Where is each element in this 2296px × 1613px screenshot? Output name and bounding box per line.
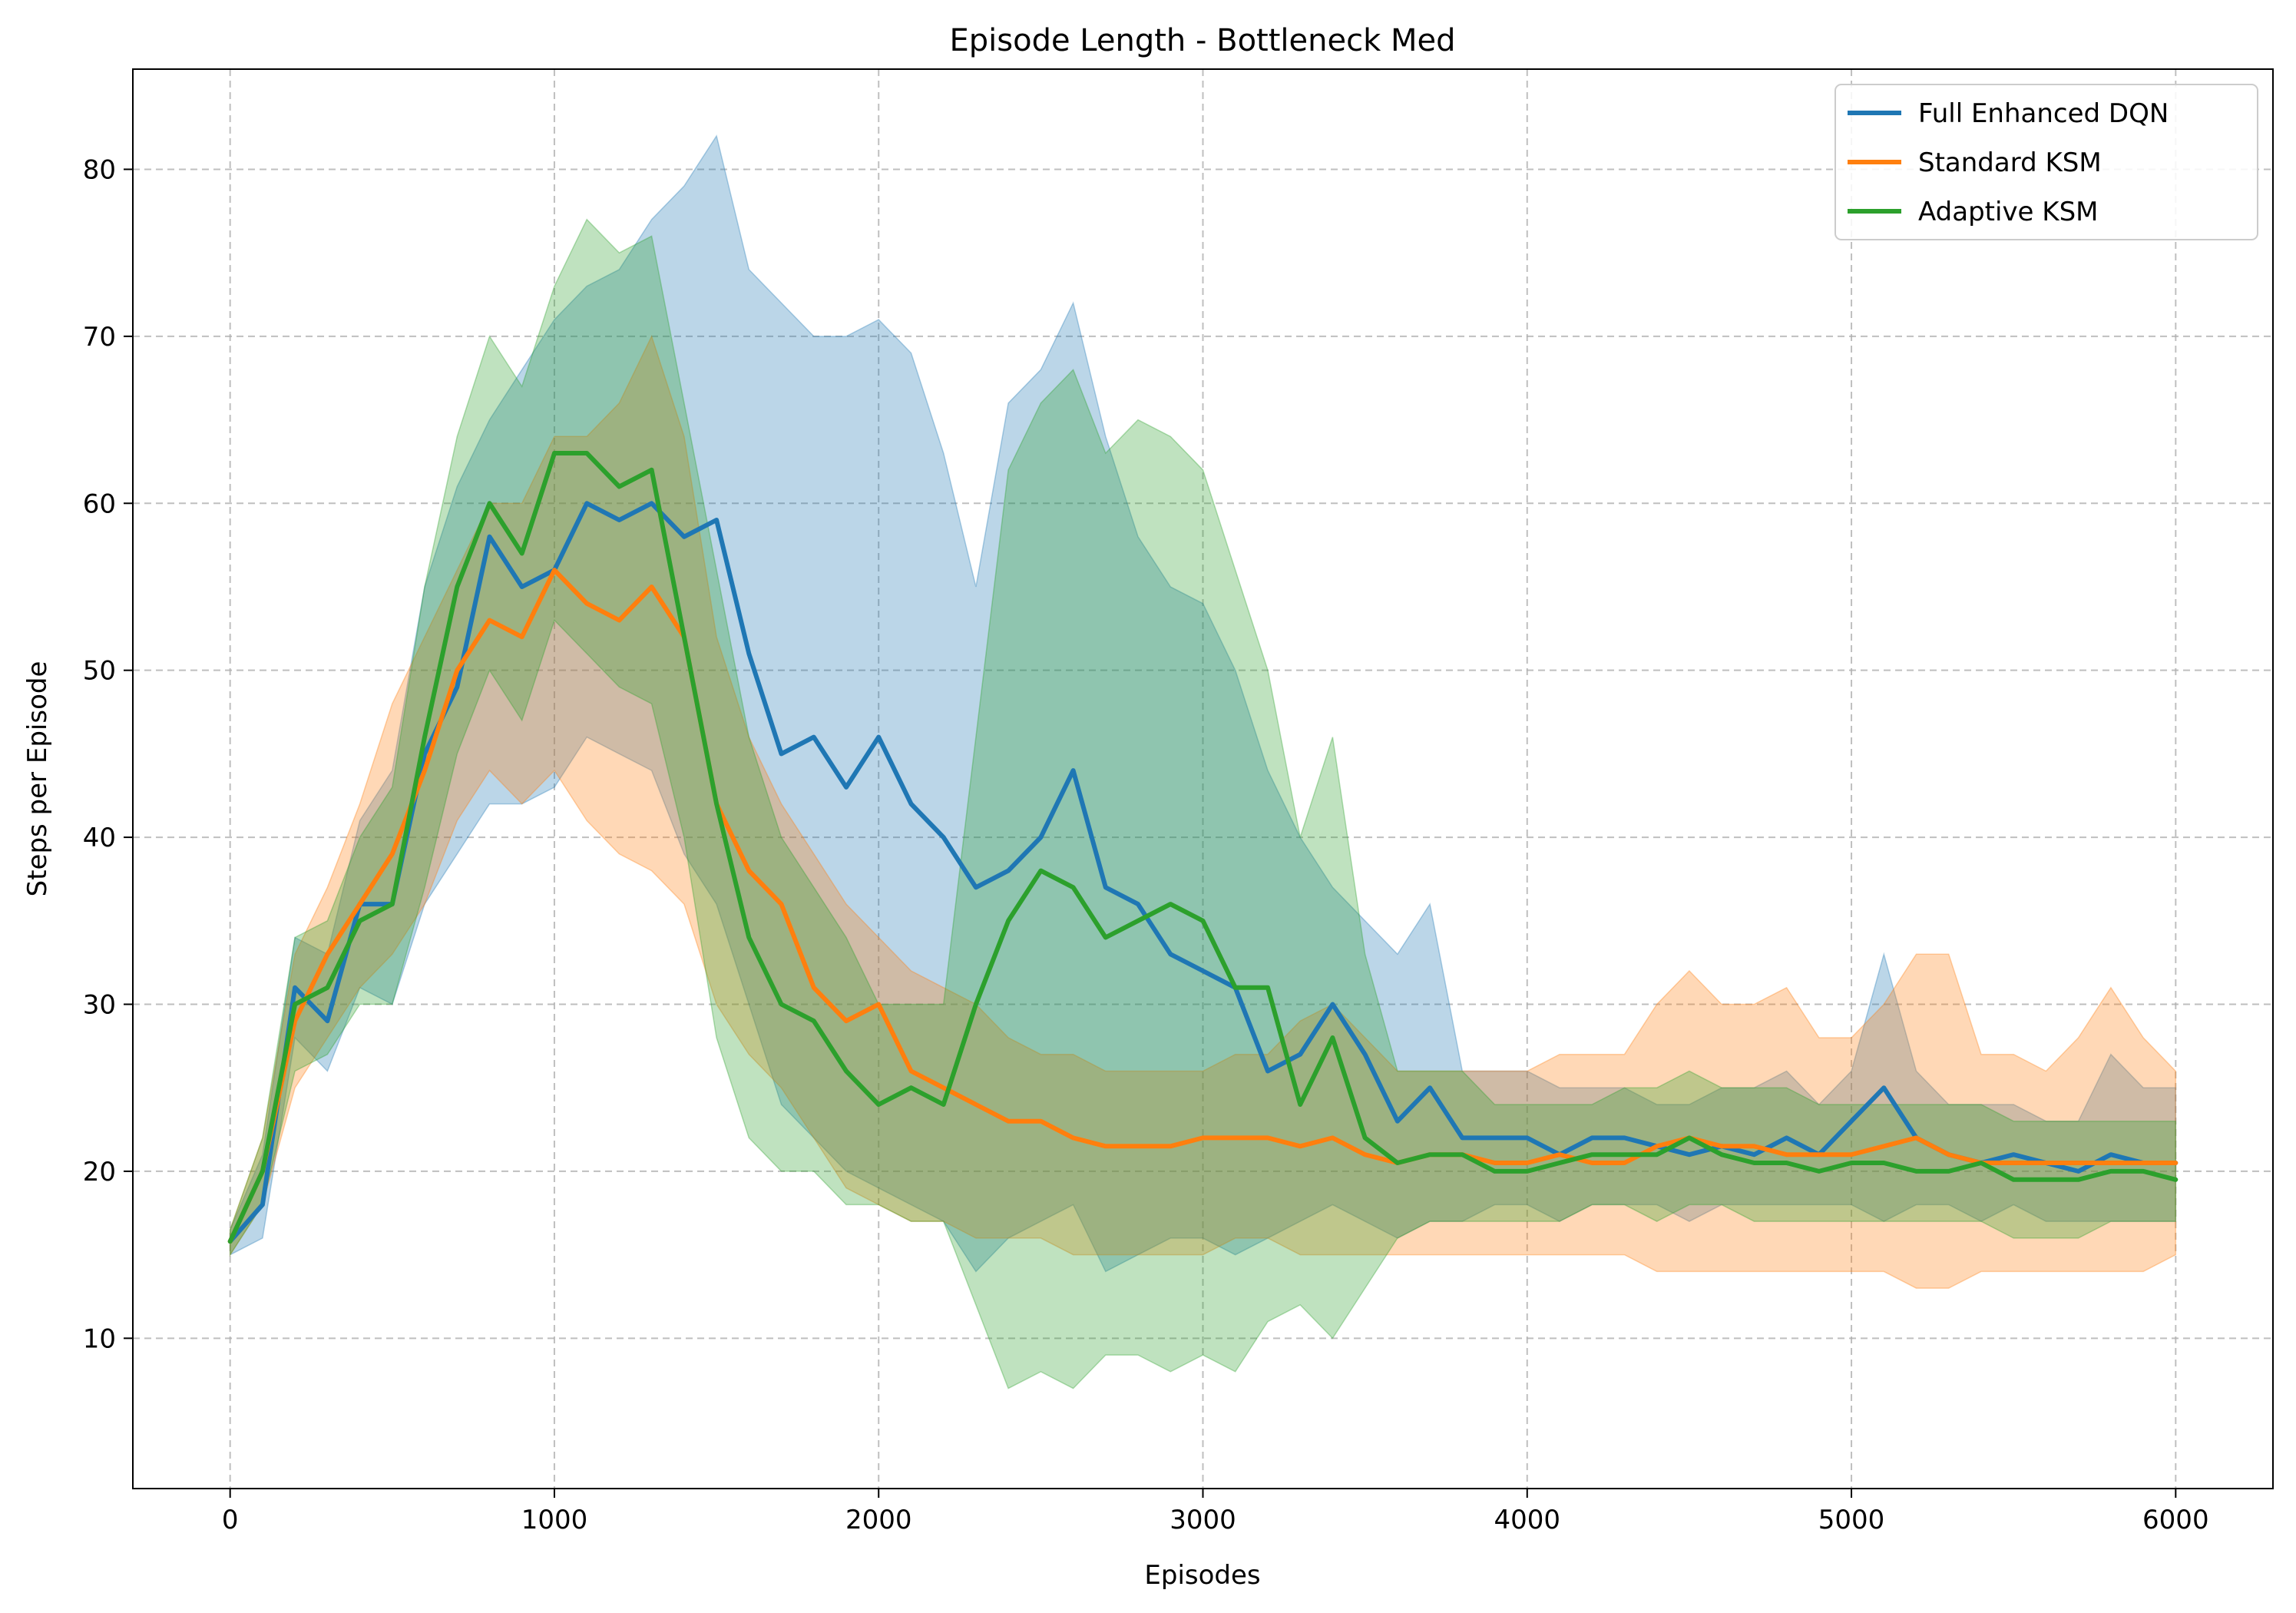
x-tick-label: 4000 [1494, 1505, 1561, 1535]
grid [133, 69, 2273, 1489]
confidence-bands [229, 134, 2177, 1389]
x-tick-label: 2000 [845, 1505, 912, 1535]
adaptive-ksm-line [227, 451, 2179, 1244]
legend-label-full-enhanced-dqn: Full Enhanced DQN [1918, 98, 2169, 129]
y-axis-ticks: 10 20 30 40 50 60 70 80 [83, 154, 133, 1354]
y-tick-label: 50 [83, 656, 116, 687]
standard-ksm-line [227, 568, 2179, 1244]
x-axis-label: Episodes [1144, 1560, 1260, 1591]
x-axis-ticks: 0 1000 2000 3000 4000 5000 6000 [222, 1489, 2209, 1535]
x-tick-label: 0 [222, 1505, 239, 1535]
chart-title: Episode Length - Bottleneck Med [950, 23, 1456, 58]
legend-box [1834, 84, 2258, 240]
y-tick-label: 70 [83, 322, 116, 353]
legend: Full Enhanced DQN Standard KSM Adaptive KS… [1834, 84, 2258, 240]
adaptive-ksm-band [229, 218, 2177, 1389]
legend-label-standard-ksm: Standard KSM [1918, 147, 2102, 178]
x-tick-label: 3000 [1170, 1505, 1236, 1535]
x-tick-label: 1000 [521, 1505, 588, 1535]
full-enhanced-dqn-band [229, 134, 2177, 1273]
y-tick-label: 20 [83, 1157, 116, 1187]
y-tick-label: 10 [83, 1323, 116, 1354]
y-tick-label: 60 [83, 489, 116, 519]
series-lines [227, 451, 2179, 1244]
standard-ksm-band [229, 334, 2177, 1289]
y-axis-label: Steps per Episode [22, 661, 53, 897]
x-tick-label: 6000 [2142, 1505, 2209, 1535]
y-tick-label: 80 [83, 154, 116, 185]
x-tick-label: 5000 [1818, 1505, 1885, 1535]
y-tick-label: 40 [83, 823, 116, 853]
legend-label-adaptive-ksm: Adaptive KSM [1918, 197, 2099, 227]
y-tick-label: 30 [83, 990, 116, 1021]
